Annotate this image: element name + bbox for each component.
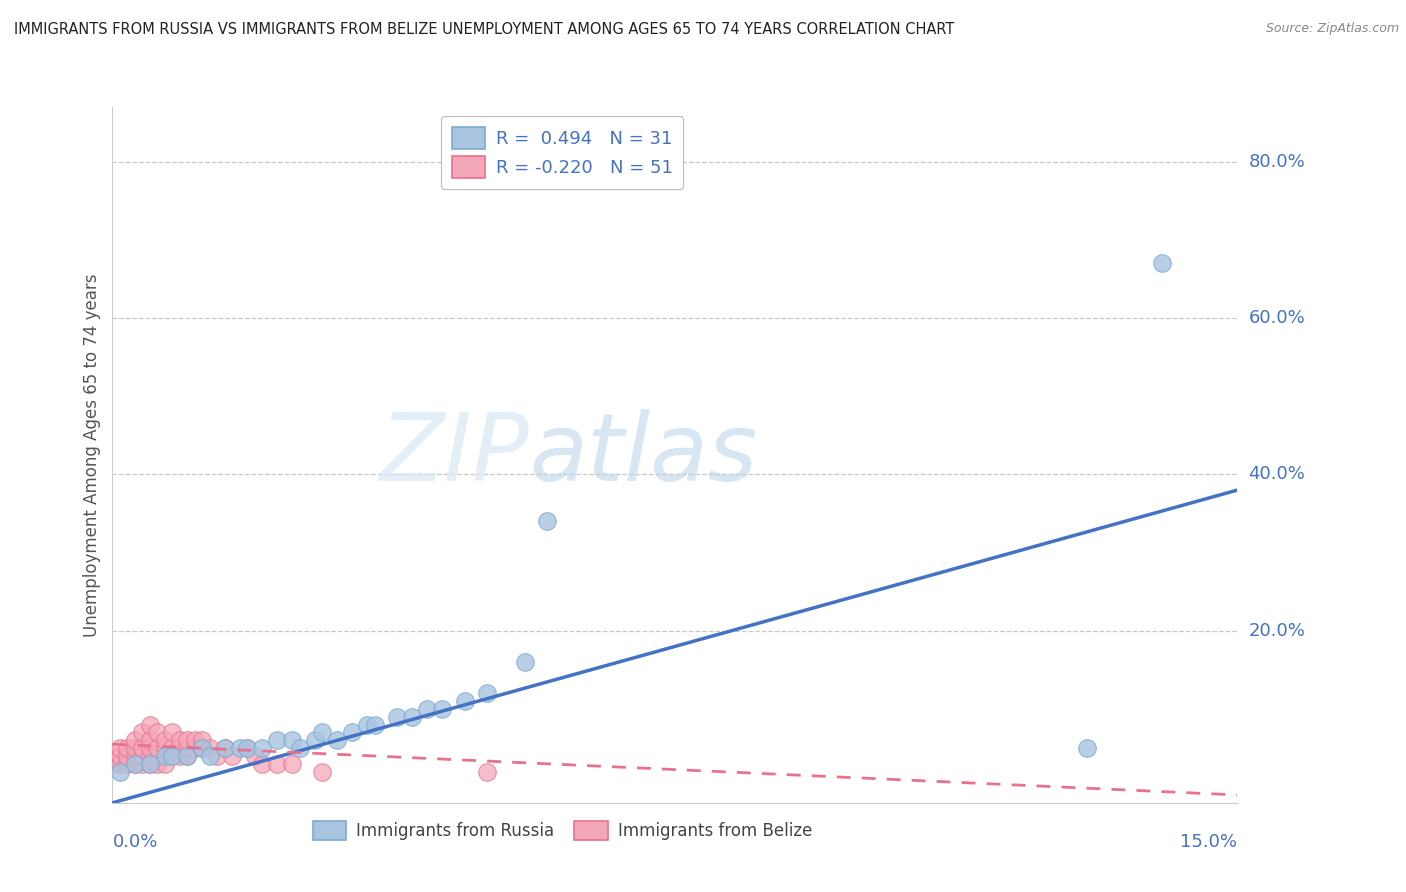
Point [401,710,423,724]
Point [146,756,169,771]
Point [477,686,499,700]
Text: 60.0%: 60.0% [1249,310,1305,327]
Point [108,756,131,771]
Point [153,733,176,747]
Point [139,733,162,747]
Point [169,733,191,747]
Point [139,756,162,771]
Point [124,756,146,771]
Point [184,733,207,747]
Point [131,741,153,756]
Point [477,764,499,779]
Point [198,748,221,763]
Point [176,741,198,756]
Text: IMMIGRANTS FROM RUSSIA VS IMMIGRANTS FROM BELIZE UNEMPLOYMENT AMONG AGES 65 TO 7: IMMIGRANTS FROM RUSSIA VS IMMIGRANTS FRO… [14,22,955,37]
Point [176,748,198,763]
Point [131,725,153,739]
Point [162,741,184,756]
Point [124,741,146,756]
Text: atlas: atlas [529,409,756,500]
Point [288,741,311,756]
Point [229,741,252,756]
Point [311,764,333,779]
Point [342,725,364,739]
Point [326,733,349,747]
Point [454,694,477,708]
Point [153,748,176,763]
Point [117,748,139,763]
Point [432,702,454,716]
Point [387,710,409,724]
Point [207,748,229,763]
Point [139,756,162,771]
Point [146,725,169,739]
Point [184,741,207,756]
Point [108,764,131,779]
Point [153,741,176,756]
Point [1152,256,1174,270]
Point [191,741,214,756]
Point [252,756,274,771]
Point [281,733,304,747]
Point [311,725,333,739]
Point [214,741,236,756]
Point [101,756,124,771]
Point [124,748,146,763]
Point [162,725,184,739]
Point [214,741,236,756]
Text: 40.0%: 40.0% [1249,466,1305,483]
Point [266,733,288,747]
Point [416,702,439,716]
Point [356,717,378,731]
Point [124,733,146,747]
Text: 20.0%: 20.0% [1249,622,1305,640]
Point [162,748,184,763]
Point [139,741,162,756]
Point [117,741,139,756]
Point [117,756,139,771]
Point [131,756,153,771]
Point [281,756,304,771]
Text: 0.0%: 0.0% [112,833,157,851]
Point [364,717,387,731]
Point [191,733,214,747]
Point [198,741,221,756]
Text: ZIP: ZIP [380,409,529,500]
Point [243,748,266,763]
Point [139,748,162,763]
Point [176,748,198,763]
Point [139,717,162,731]
Point [169,741,191,756]
Point [536,514,558,528]
Point [169,748,191,763]
Point [252,741,274,756]
Text: 15.0%: 15.0% [1180,833,1237,851]
Point [108,748,131,763]
Point [162,748,184,763]
Point [304,733,326,747]
Point [124,756,146,771]
Point [266,756,288,771]
Legend: Immigrants from Russia, Immigrants from Belize: Immigrants from Russia, Immigrants from … [307,814,818,847]
Text: 80.0%: 80.0% [1249,153,1305,170]
Point [101,748,124,763]
Y-axis label: Unemployment Among Ages 65 to 74 years: Unemployment Among Ages 65 to 74 years [83,273,101,637]
Point [108,741,131,756]
Point [153,756,176,771]
Point [131,748,153,763]
Point [191,741,214,756]
Point [146,741,169,756]
Text: Source: ZipAtlas.com: Source: ZipAtlas.com [1265,22,1399,36]
Point [513,655,536,669]
Point [236,741,259,756]
Point [1076,741,1098,756]
Point [176,733,198,747]
Point [221,748,243,763]
Point [236,741,259,756]
